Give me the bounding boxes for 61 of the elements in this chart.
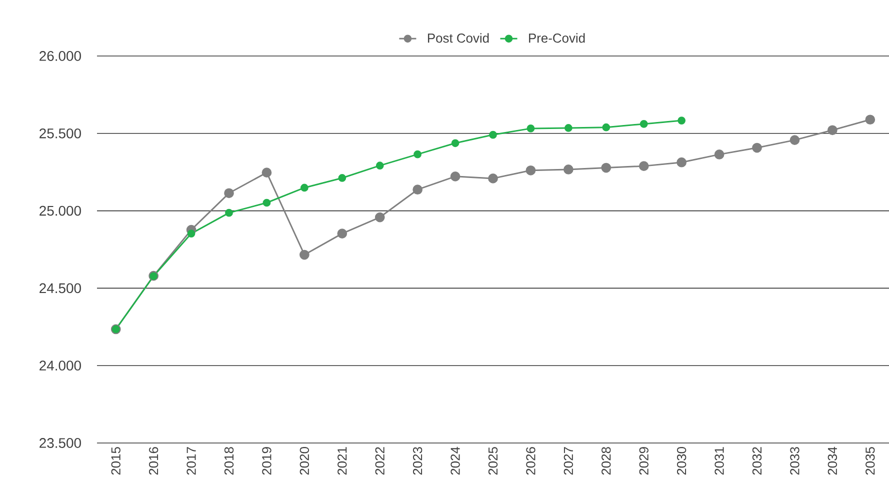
point bbox=[678, 116, 686, 124]
point bbox=[374, 212, 385, 222]
point bbox=[488, 174, 498, 184]
x-tick-label: 2025 bbox=[488, 447, 498, 475]
point bbox=[187, 230, 196, 238]
point bbox=[640, 120, 648, 128]
y-tick-label: 25.500 bbox=[40, 128, 81, 138]
y-tick-label: 23.500 bbox=[40, 438, 81, 448]
point bbox=[338, 174, 346, 182]
x-tick-label: 2016 bbox=[148, 447, 158, 475]
point bbox=[489, 130, 497, 139]
point bbox=[714, 150, 724, 160]
x-tick-label: 2033 bbox=[790, 447, 800, 475]
x-tick-label: 2034 bbox=[828, 446, 838, 475]
x-tick-label: 2023 bbox=[412, 447, 422, 475]
y-tick-label: 25.000 bbox=[40, 206, 81, 216]
point bbox=[676, 157, 687, 168]
point bbox=[564, 124, 572, 132]
point bbox=[601, 162, 612, 173]
x-tick-label: 2015 bbox=[111, 447, 120, 475]
point bbox=[262, 198, 271, 207]
x-tick-label: 2019 bbox=[262, 447, 272, 475]
point bbox=[450, 172, 460, 182]
point bbox=[865, 114, 876, 125]
point bbox=[299, 250, 310, 260]
point bbox=[376, 162, 384, 170]
y-tick-label: 26.000 bbox=[40, 51, 81, 61]
x-tick-label: 2020 bbox=[300, 447, 310, 475]
x-tick-label: 2021 bbox=[338, 447, 347, 475]
legend-label: Pre-Covid bbox=[529, 33, 585, 43]
y-tick-label: 24.000 bbox=[40, 360, 81, 371]
x-tick-label: 2026 bbox=[526, 447, 536, 475]
point bbox=[602, 123, 610, 132]
x-tick-label: 2028 bbox=[602, 447, 611, 475]
point bbox=[526, 124, 535, 132]
x-tick-label: 2032 bbox=[752, 447, 762, 475]
x-tick-label: 2035 bbox=[866, 447, 875, 475]
point bbox=[224, 188, 234, 198]
point bbox=[225, 208, 233, 217]
point bbox=[564, 164, 574, 174]
point bbox=[451, 139, 460, 148]
x-tick-label: 2018 bbox=[224, 447, 234, 475]
point bbox=[300, 184, 308, 192]
legend-label: Post Covid bbox=[428, 33, 489, 43]
x-tick-label: 2027 bbox=[564, 447, 574, 475]
point bbox=[752, 142, 762, 153]
x-tick-label: 2029 bbox=[639, 447, 648, 475]
x-tick-label: 2017 bbox=[186, 447, 196, 475]
x-tick-label: 2022 bbox=[375, 447, 384, 475]
y-tick-label: 24.500 bbox=[40, 283, 81, 294]
x-tick-label: 2024 bbox=[450, 446, 460, 475]
point bbox=[790, 135, 800, 145]
point bbox=[638, 161, 649, 171]
point bbox=[828, 125, 838, 136]
x-tick-label: 2030 bbox=[676, 447, 686, 475]
point bbox=[337, 228, 348, 238]
point bbox=[262, 168, 272, 178]
x-tick-label: 2031 bbox=[714, 447, 724, 475]
point bbox=[526, 165, 536, 176]
point bbox=[414, 150, 422, 158]
point bbox=[412, 184, 423, 195]
